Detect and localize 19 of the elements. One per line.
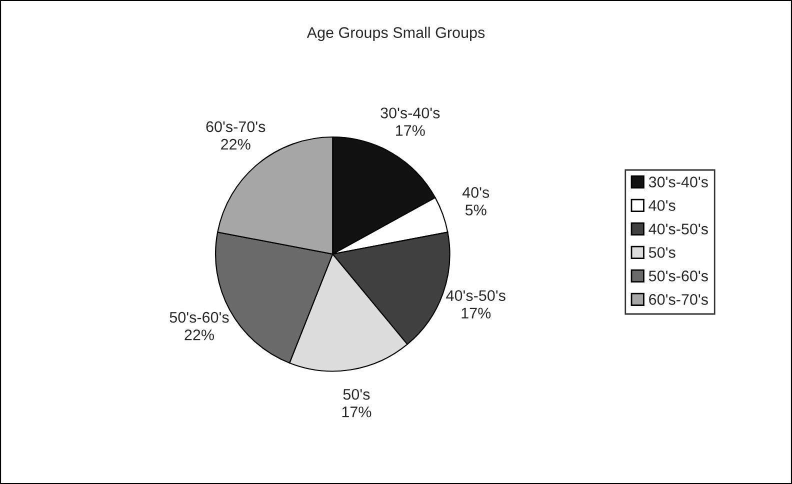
legend-label: 50's bbox=[648, 247, 676, 258]
data-label: 17% bbox=[462, 308, 491, 318]
data-label: 17% bbox=[342, 406, 372, 418]
chart-title: Age Groups Small Groups bbox=[306, 26, 485, 41]
slice-label: 50's bbox=[343, 388, 370, 400]
slice-label: 30's-40's bbox=[380, 108, 440, 118]
slice-label: 50's-60's bbox=[170, 312, 229, 323]
slice-label: 60's-70's bbox=[206, 121, 266, 132]
legend-label: 50's-60's bbox=[648, 270, 708, 282]
slice-label: 40's bbox=[462, 187, 490, 198]
legend-label: 40's bbox=[648, 200, 676, 211]
legend-label: 30's-40's bbox=[648, 176, 708, 188]
slice-label: 40's-50's bbox=[446, 290, 506, 301]
data-label: 22% bbox=[221, 138, 250, 150]
data-label: 22% bbox=[184, 330, 214, 340]
legend-label: 60's-70's bbox=[649, 294, 708, 305]
data-label: 17% bbox=[396, 125, 425, 136]
legend-label: 40's-50's bbox=[648, 224, 708, 234]
data-label: 5% bbox=[465, 204, 486, 216]
